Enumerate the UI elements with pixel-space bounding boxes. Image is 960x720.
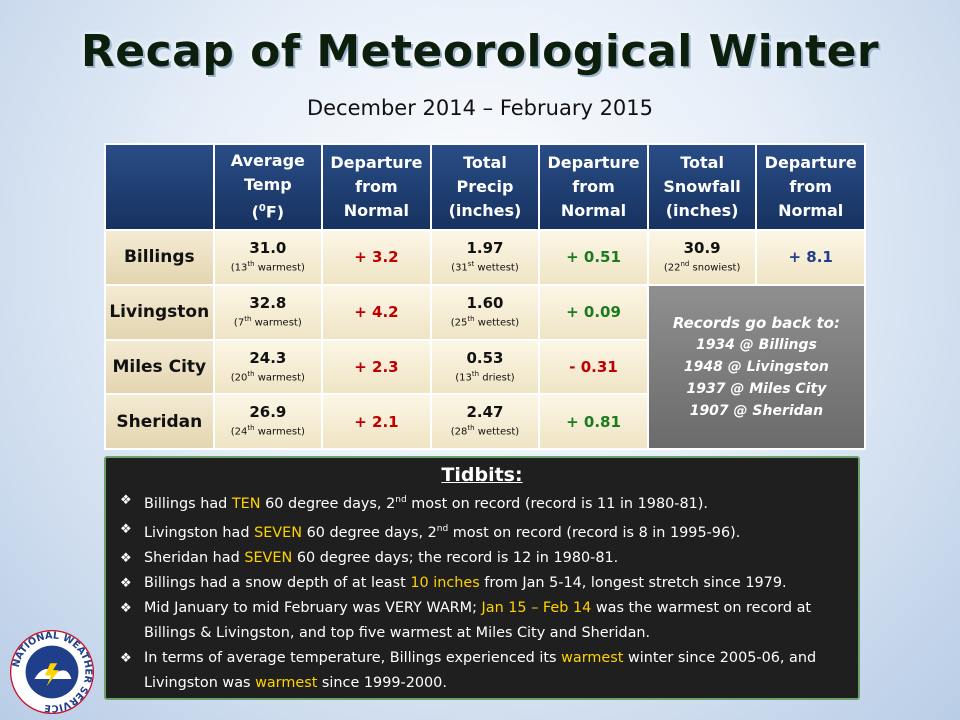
- tidbits-list: ❖ Billings had TEN 60 degree days, 2nd m…: [106, 488, 858, 696]
- header-precip-departure: Departure from Normal: [540, 145, 647, 229]
- tidbits-panel: Tidbits: ❖ Billings had TEN 60 degree da…: [104, 456, 860, 700]
- diamond-bullet-icon: ❖: [120, 493, 132, 508]
- diamond-bullet-icon: ❖: [120, 550, 132, 566]
- table-row: Sheridan 26.9 (24th warmest) + 2.1 2.47 …: [106, 395, 864, 448]
- list-item: ❖ Mid January to mid February was VERY W…: [120, 596, 850, 646]
- precip-cell: 1.97 (31st wettest): [431, 231, 539, 284]
- page-subtitle: December 2014 – February 2015: [306, 96, 654, 120]
- precip-departure-cell: + 0.81: [540, 395, 647, 448]
- temp-departure-cell: + 3.2: [323, 231, 430, 284]
- header-snow-departure: Departure from Normal: [757, 145, 864, 229]
- temp-departure-cell: + 2.1: [323, 395, 430, 448]
- temp-departure-cell: + 4.2: [323, 285, 430, 339]
- list-item: ❖ Livingston had SEVEN 60 degree days, 2…: [120, 517, 850, 546]
- header-total-precip: Total Precip (inches): [431, 145, 539, 229]
- city-label: Miles City: [106, 340, 213, 394]
- diamond-bullet-icon: ❖: [120, 521, 132, 537]
- list-item: ❖ Billings had TEN 60 degree days, 2nd m…: [120, 488, 850, 517]
- table-row: Billings 31.0 (13th warmest) + 3.2 1.97 …: [106, 231, 864, 284]
- table-row: Livingston 32.8 (7th warmest) + 4.2 1.60…: [106, 285, 864, 448]
- header-temp-departure: Departure from Normal: [323, 145, 430, 229]
- avg-temp-cell: 26.9 (24th warmest): [214, 395, 322, 448]
- list-item: ❖ Sheridan had SEVEN 60 degree days; the…: [120, 546, 850, 571]
- diamond-bullet-icon: ❖: [120, 600, 132, 616]
- tidbits-title: Tidbits:: [441, 464, 523, 486]
- nws-logo-icon: NATIONAL WEATHER SERVICE: [9, 629, 95, 715]
- header-total-snowfall: Total Snowfall (inches): [648, 145, 756, 229]
- city-label: Sheridan: [106, 395, 213, 448]
- snowfall-cell: 30.9 (22nd snowiest): [648, 231, 756, 284]
- precip-departure-cell: + 0.51: [540, 231, 647, 284]
- page-title: Recap of Meteorological Winter: [80, 26, 880, 77]
- header-avg-temp: Average Temp (0F): [214, 145, 322, 229]
- winter-recap-table: Average Temp (0F) Departure from Normal …: [104, 143, 866, 450]
- table-row: Miles City 24.3 (20th warmest) + 2.3 0.5…: [106, 340, 864, 394]
- list-item: ❖ In terms of average temperature, Billi…: [120, 646, 850, 696]
- precip-cell: 2.47 (28th wettest): [431, 395, 539, 448]
- precip-departure-cell: + 0.09: [540, 285, 647, 339]
- precip-cell: 1.60 (25th wettest): [431, 285, 539, 339]
- diamond-bullet-icon: ❖: [120, 575, 132, 591]
- list-item: ❖ Billings had a snow depth of at least …: [120, 571, 850, 596]
- avg-temp-cell: 24.3 (20th warmest): [214, 340, 322, 394]
- city-label: Livingston: [106, 285, 213, 339]
- precip-cell: 0.53 (13th driest): [431, 340, 539, 394]
- avg-temp-cell: 32.8 (7th warmest): [214, 285, 322, 339]
- avg-temp-cell: 31.0 (13th warmest): [214, 231, 322, 284]
- city-label: Billings: [106, 231, 213, 284]
- precip-departure-cell: - 0.31: [540, 340, 647, 394]
- diamond-bullet-icon: ❖: [120, 650, 132, 666]
- table-header-row: Average Temp (0F) Departure from Normal …: [106, 145, 864, 229]
- snow-departure-cell: + 8.1: [757, 231, 864, 284]
- records-note: Records go back to: 1934 @ Billings 1948…: [648, 285, 864, 448]
- temp-departure-cell: + 2.3: [323, 340, 430, 394]
- header-corner: [106, 145, 213, 229]
